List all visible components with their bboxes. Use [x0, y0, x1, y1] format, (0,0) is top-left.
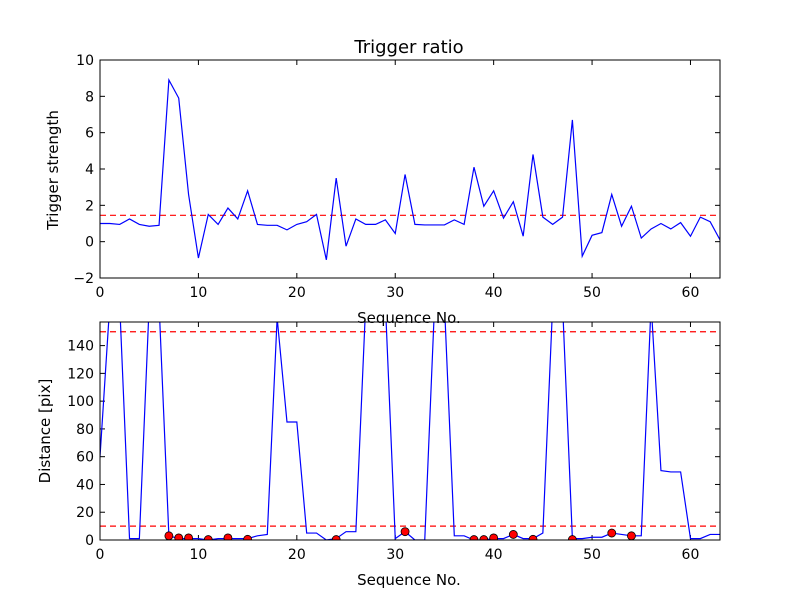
- bottom-chart-ytick-label: 0: [85, 533, 94, 549]
- top-chart-ytick-label: 2: [85, 198, 94, 214]
- bottom-chart-marker: [174, 533, 184, 540]
- bottom-chart-xtick-label: 40: [485, 547, 503, 563]
- top-chart-ytick-label: 4: [85, 162, 94, 178]
- bottom-chart-plot: 0 10 20 30 40 50 60 0 20 40 60 80 100 120 140: [67, 321, 721, 563]
- bottom-chart-ytick-label: 100: [67, 394, 94, 410]
- bottom-chart-ylabel: Distance [pix]: [36, 379, 54, 484]
- top-chart-xtick-label: 0: [96, 285, 105, 301]
- bottom-chart-ytick-label: 60: [76, 450, 94, 466]
- bottom-chart-marker: [627, 531, 636, 540]
- bottom-chart-xtick-label: 0: [96, 547, 105, 563]
- bottom-chart-marker: [223, 533, 233, 540]
- bottom-chart-marker: [489, 533, 499, 540]
- bottom-chart-marker: [184, 533, 193, 540]
- top-chart-xtick-label: 50: [583, 285, 601, 301]
- bottom-chart-xtick-label: 50: [583, 547, 601, 563]
- bottom-chart-marker: [243, 534, 253, 540]
- top-chart-ytick-label: 8: [85, 89, 94, 105]
- bottom-chart-ytick-label: 120: [67, 366, 94, 382]
- top-chart-xtick-label: 60: [682, 285, 700, 301]
- bottom-chart-marker: [607, 528, 617, 538]
- bottom-chart-ytick-label: 20: [76, 505, 94, 521]
- top-chart-ytick-label: 6: [85, 126, 94, 142]
- top-chart-title: Trigger ratio: [353, 37, 463, 58]
- bottom-chart-xtick-label: 10: [189, 547, 207, 563]
- top-chart-ytick-label: 10: [76, 53, 94, 69]
- top-chart-xtick-label: 20: [288, 285, 306, 301]
- top-chart-series-group: [100, 77, 720, 260]
- bottom-chart-series-line: [100, 322, 720, 540]
- top-chart-frame: [99, 59, 721, 279]
- bottom-chart-frame: [99, 321, 721, 541]
- top-chart-series-line: [100, 77, 720, 260]
- top-chart-xtick-label: 40: [485, 285, 503, 301]
- bottom-chart-xtick-label: 20: [288, 547, 306, 563]
- top-chart-ylabel: Trigger strength: [44, 110, 62, 231]
- bottom-chart-ytick-label: 140: [67, 339, 94, 355]
- bottom-chart-series-group: [100, 322, 720, 540]
- top-chart-xtick-label: 30: [386, 285, 404, 301]
- bottom-chart-xlabel: Sequence No.: [357, 571, 461, 589]
- bottom-chart-xtick-label: 60: [682, 547, 700, 563]
- bottom-chart-marker: [400, 527, 410, 537]
- bottom-chart-ytick-label: 80: [76, 422, 94, 438]
- bottom-chart-marker: [164, 531, 174, 540]
- bottom-chart-xtick-label: 30: [386, 547, 404, 563]
- bottom-chart-marker: [528, 534, 538, 540]
- bottom-chart-marker: [508, 530, 518, 539]
- top-chart-ytick-label: −2: [73, 271, 94, 287]
- bottom-chart-ytick-label: 40: [76, 477, 94, 493]
- top-chart-xtick-label: 10: [189, 285, 207, 301]
- top-chart-ytick-label: 0: [85, 235, 94, 251]
